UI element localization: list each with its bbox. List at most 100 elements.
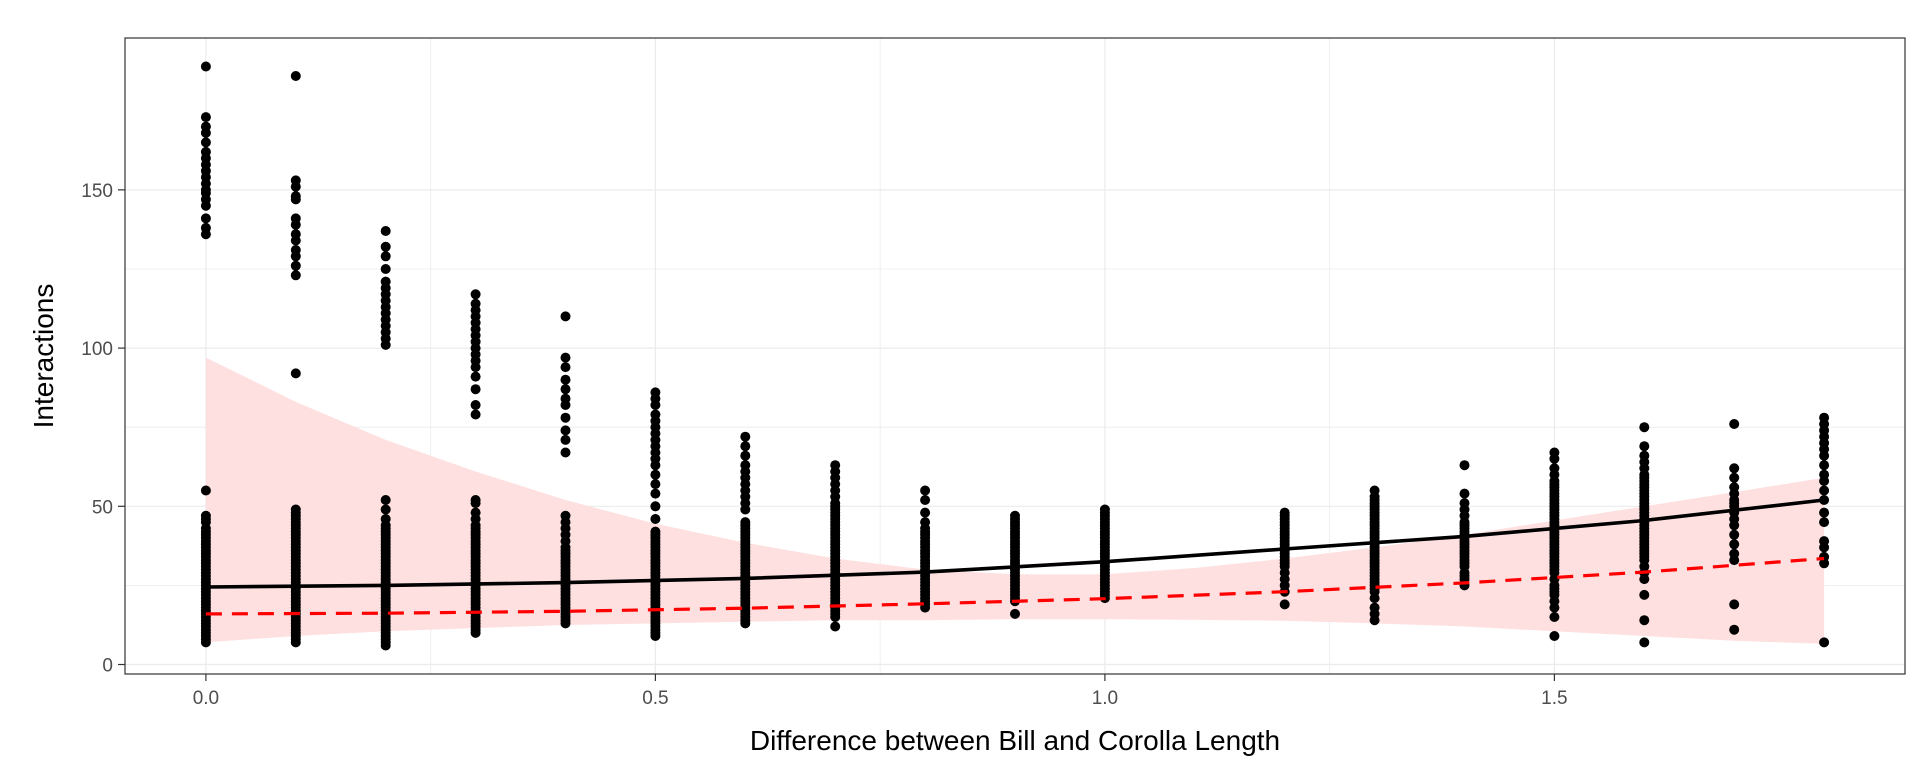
data-point xyxy=(560,374,571,385)
data-point xyxy=(1819,551,1830,562)
data-point xyxy=(290,71,301,81)
data-point xyxy=(1549,612,1560,622)
data-point xyxy=(200,213,211,224)
data-point xyxy=(650,479,661,490)
data-point xyxy=(1729,548,1740,559)
data-point xyxy=(1729,624,1740,635)
data-point xyxy=(830,621,841,632)
data-point xyxy=(1099,504,1110,515)
data-point xyxy=(380,251,391,262)
data-point xyxy=(560,311,571,322)
data-point xyxy=(1729,472,1740,483)
data-point xyxy=(560,412,571,423)
data-points-layer xyxy=(200,61,1830,651)
data-point xyxy=(470,409,481,420)
data-point xyxy=(1639,441,1650,452)
data-point xyxy=(1819,517,1830,528)
data-point xyxy=(380,514,391,524)
data-point xyxy=(1729,419,1740,429)
data-point xyxy=(650,387,661,398)
data-point xyxy=(1549,447,1560,458)
data-point xyxy=(560,510,571,521)
data-point xyxy=(1279,599,1290,610)
data-point xyxy=(740,450,751,461)
data-point xyxy=(1010,510,1020,521)
data-point xyxy=(740,517,751,528)
data-point xyxy=(380,241,391,252)
data-point xyxy=(200,112,211,123)
data-point xyxy=(200,510,211,521)
x-tick-label: 1.0 xyxy=(1092,688,1118,709)
y-tick-label: 50 xyxy=(92,497,113,518)
data-point xyxy=(560,352,571,363)
data-point xyxy=(740,441,751,452)
data-point xyxy=(290,504,301,515)
data-point xyxy=(1819,637,1830,648)
data-point xyxy=(1729,463,1740,474)
data-point xyxy=(380,276,391,287)
data-point xyxy=(1729,539,1740,550)
data-point xyxy=(290,229,301,240)
data-point xyxy=(830,460,841,471)
data-point xyxy=(470,400,481,410)
data-point xyxy=(1549,631,1560,641)
data-point xyxy=(650,409,661,420)
data-point xyxy=(380,504,391,515)
data-point xyxy=(1459,498,1470,509)
data-point xyxy=(290,213,301,224)
data-point xyxy=(470,371,481,382)
data-point xyxy=(1010,608,1020,619)
data-point xyxy=(290,270,301,281)
data-point xyxy=(1819,460,1830,471)
data-point xyxy=(200,137,211,148)
data-point xyxy=(200,61,211,72)
data-point xyxy=(1369,602,1380,613)
data-point xyxy=(380,226,391,236)
data-point xyxy=(380,495,391,505)
data-point xyxy=(1279,507,1290,518)
data-point xyxy=(650,501,661,512)
y-axis-title: Interactions xyxy=(28,284,59,429)
data-point xyxy=(650,469,661,480)
data-point xyxy=(560,425,571,436)
data-point xyxy=(1639,450,1650,461)
data-point xyxy=(290,191,301,202)
confidence-ribbon-layer xyxy=(205,357,1825,644)
data-point xyxy=(1819,485,1830,496)
data-point xyxy=(470,384,481,395)
data-point xyxy=(290,368,301,379)
x-tick-label: 1.5 xyxy=(1541,688,1567,709)
data-point xyxy=(1729,529,1740,540)
fit-lines-layer xyxy=(205,498,1825,616)
panel-border xyxy=(124,37,1906,675)
data-point xyxy=(740,431,751,442)
data-point xyxy=(200,485,211,496)
data-point xyxy=(290,245,301,255)
data-point xyxy=(650,526,661,537)
data-point xyxy=(290,260,301,271)
data-point xyxy=(1549,463,1560,474)
data-point xyxy=(1729,482,1740,493)
data-point xyxy=(380,264,391,274)
data-point xyxy=(1459,460,1470,471)
data-point xyxy=(470,298,481,309)
data-point xyxy=(1819,507,1830,518)
axes-layer: 0.0 0.5 1.0 1.5 0 50 100 150 xyxy=(81,181,1567,709)
data-point xyxy=(200,222,211,233)
x-tick-label: 0.5 xyxy=(642,688,668,709)
fit-line-solid xyxy=(205,498,1825,589)
data-point xyxy=(560,447,571,458)
data-point xyxy=(1639,422,1650,433)
x-tick-label: 0.0 xyxy=(193,688,219,709)
data-point xyxy=(560,384,571,395)
data-point xyxy=(1639,637,1650,648)
data-point xyxy=(650,488,661,499)
data-point xyxy=(200,146,211,157)
data-point xyxy=(470,289,481,300)
data-point xyxy=(740,460,751,471)
data-point xyxy=(560,393,571,404)
data-point xyxy=(1819,412,1830,423)
x-axis-title: Difference between Bill and Corolla Leng… xyxy=(750,725,1280,756)
confidence-ribbon xyxy=(205,357,1825,644)
